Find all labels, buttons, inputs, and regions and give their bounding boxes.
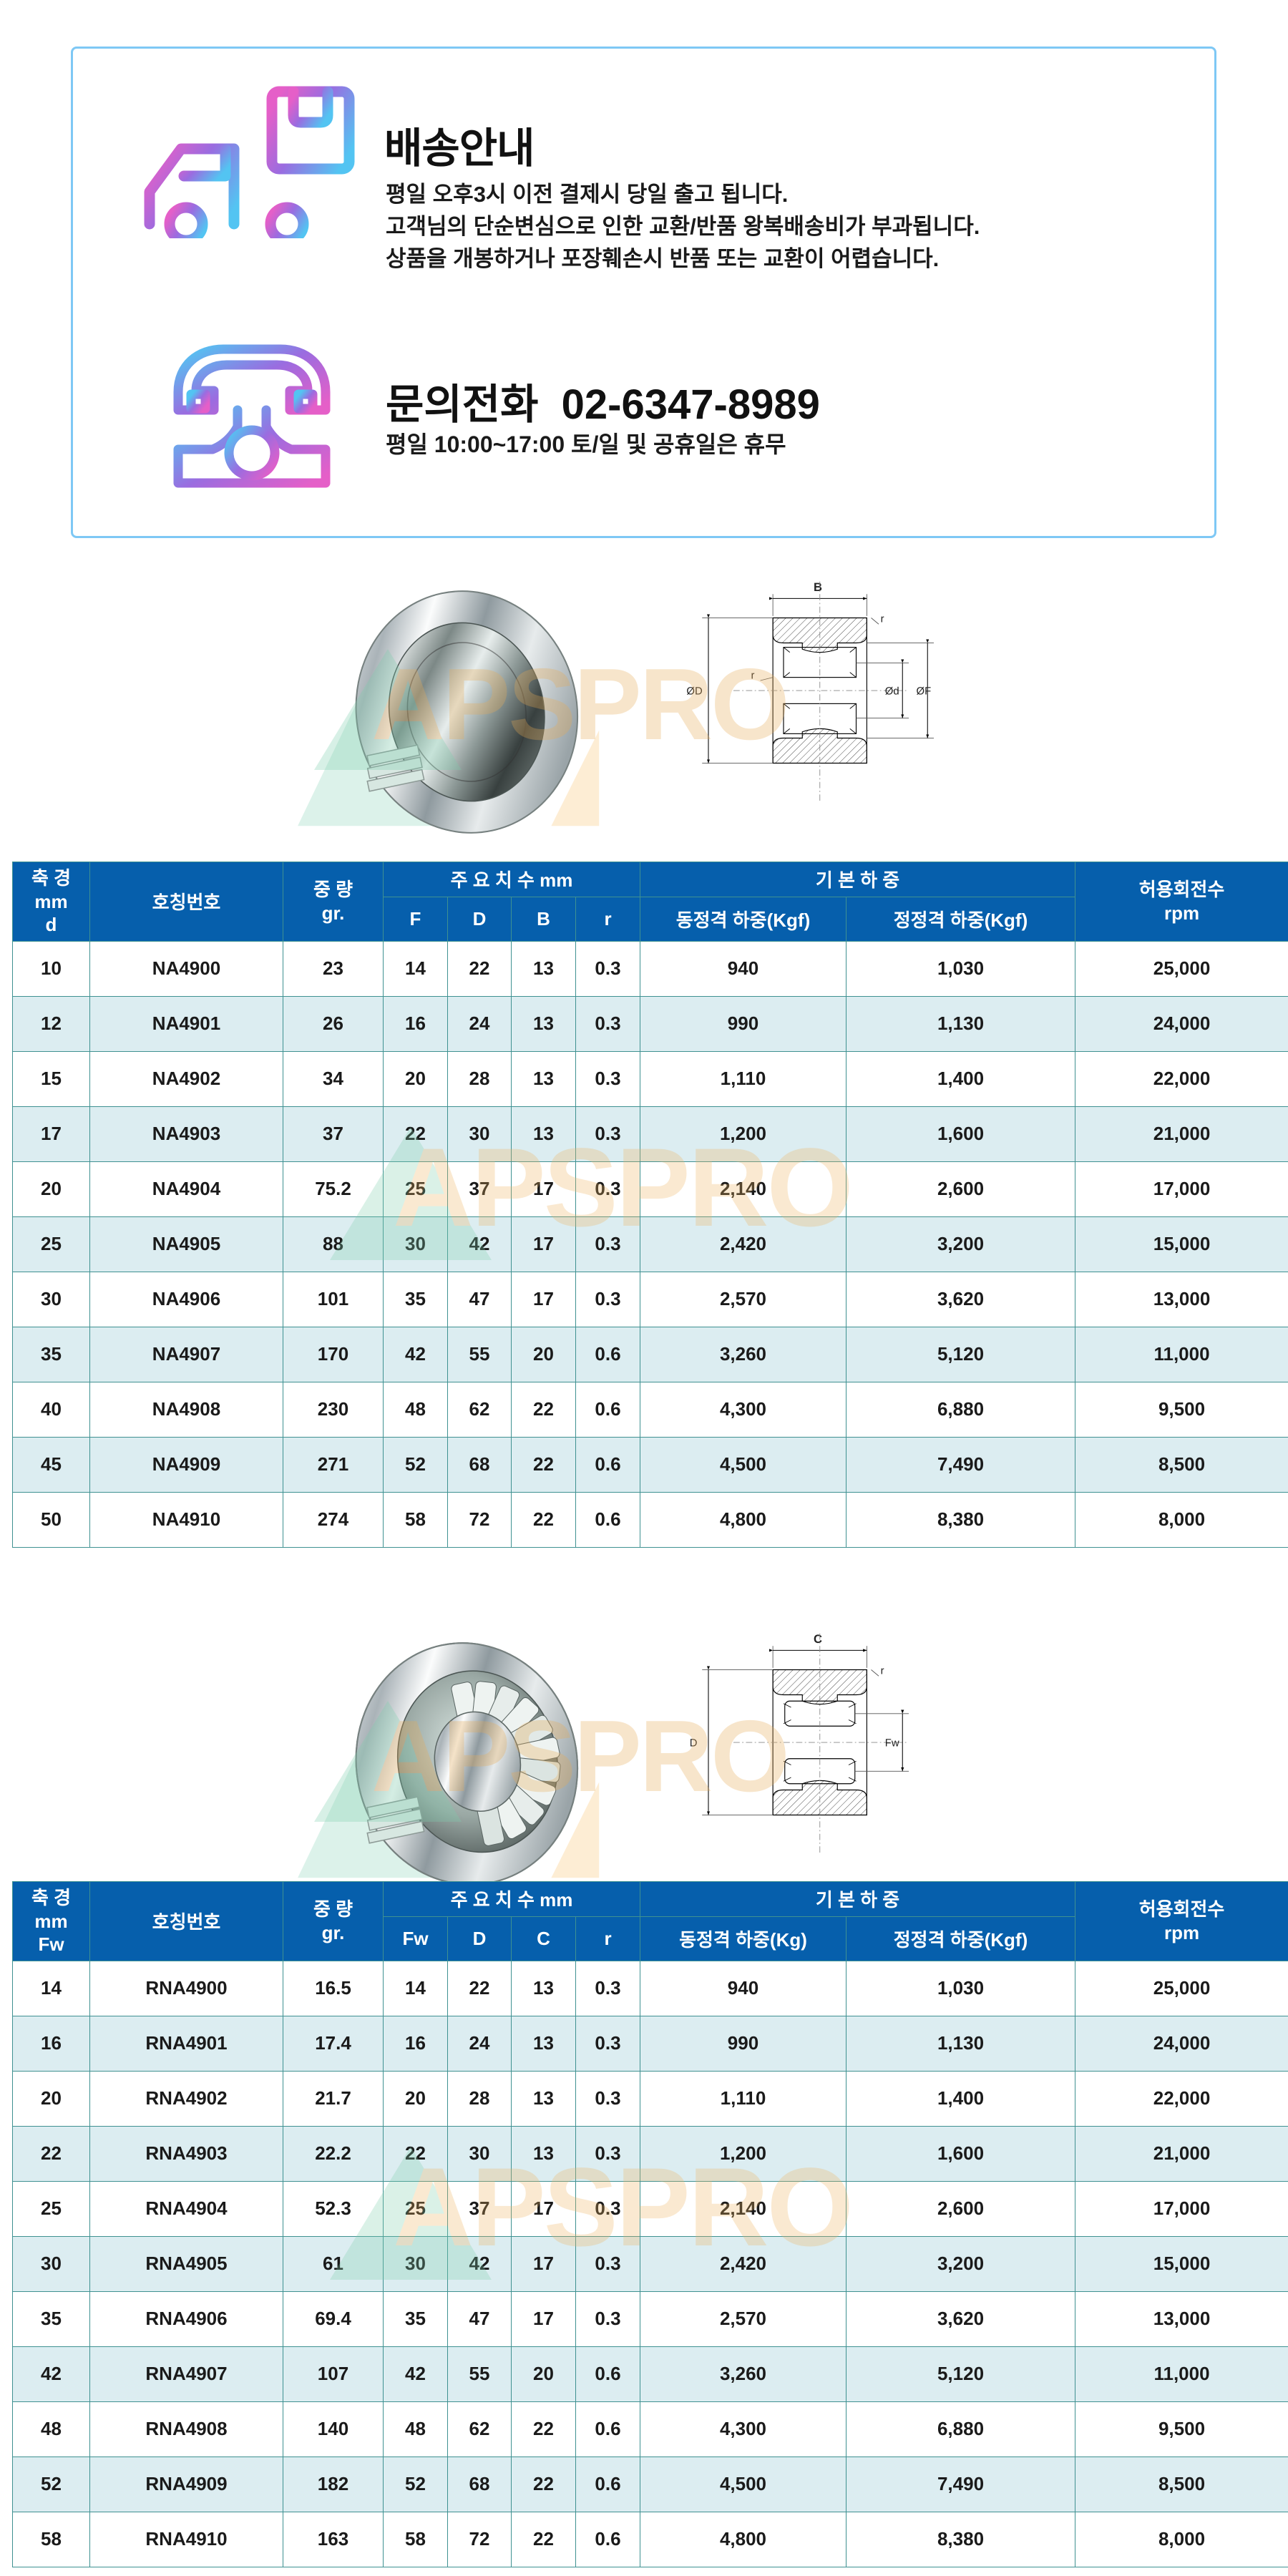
svg-text:r: r: [881, 1665, 884, 1677]
svg-text:Ød: Ød: [885, 685, 899, 697]
svg-text:r: r: [881, 613, 884, 625]
svg-text:r: r: [751, 669, 755, 681]
svg-text:ØD: ØD: [686, 685, 702, 697]
svg-text:B: B: [814, 581, 822, 594]
svg-text:ØF: ØF: [917, 685, 932, 697]
svg-text:D: D: [690, 1737, 698, 1749]
svg-text:C: C: [814, 1633, 822, 1646]
svg-text:Fw: Fw: [885, 1737, 899, 1749]
